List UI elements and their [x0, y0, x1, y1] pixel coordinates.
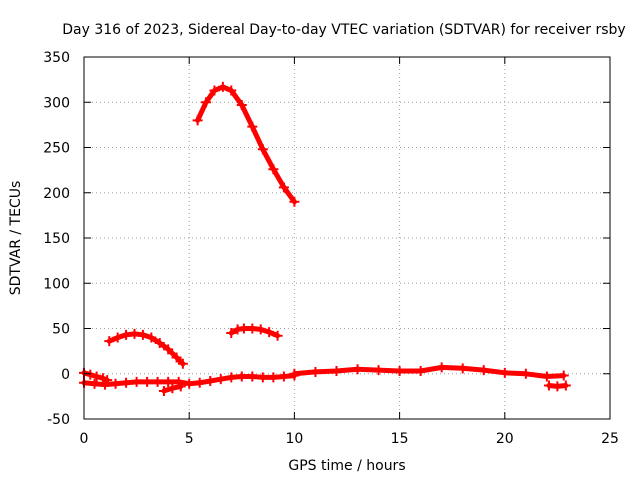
data-point — [236, 371, 247, 382]
data-point — [457, 363, 468, 374]
data-point — [142, 376, 153, 387]
data-point — [278, 182, 289, 193]
data-point — [264, 327, 275, 338]
y-tick-label: 100 — [43, 276, 70, 292]
series-band-high — [289, 362, 569, 382]
data-point — [257, 144, 268, 155]
y-tick-label: 0 — [61, 367, 70, 383]
ticks: 0 5 10 15 20 25 -50 0 50 100 150 200 250 300 350 — [43, 50, 619, 447]
data-point — [415, 366, 426, 377]
data-point — [175, 381, 186, 392]
data-point — [177, 358, 188, 369]
data-point — [289, 368, 300, 379]
data-point — [194, 377, 205, 388]
chart-title: Day 316 of 2023, Sidereal Day-to-day VTE… — [62, 22, 625, 38]
data-point — [541, 371, 552, 382]
data-point — [146, 332, 157, 343]
data-point — [104, 336, 115, 347]
data-point — [558, 370, 569, 381]
data-point — [121, 377, 132, 388]
data-point — [560, 380, 571, 391]
data-point — [331, 366, 342, 377]
data-point — [171, 352, 182, 363]
data-point — [352, 364, 363, 375]
series-layer — [79, 81, 571, 396]
data-point — [478, 365, 489, 376]
data-point — [436, 362, 447, 373]
data-point — [152, 376, 163, 387]
data-point — [394, 366, 405, 377]
series-band-low — [79, 370, 300, 390]
data-point — [131, 376, 142, 387]
data-point — [310, 366, 321, 377]
data-point — [499, 367, 510, 378]
data-point — [289, 196, 300, 207]
data-point — [137, 329, 148, 340]
data-point — [158, 385, 169, 396]
data-point — [268, 164, 279, 175]
data-point — [278, 371, 289, 382]
series-line — [106, 331, 186, 367]
data-point — [272, 330, 283, 341]
x-tick-label: 10 — [285, 431, 303, 447]
series-arc-mid — [226, 323, 283, 341]
data-point — [163, 344, 174, 355]
data-point — [154, 337, 165, 348]
data-point — [255, 324, 266, 335]
data-point — [112, 332, 123, 343]
y-axis-label: SDTVAR / TECUs — [8, 181, 24, 296]
data-point — [121, 329, 132, 340]
data-point — [247, 121, 258, 132]
y-tick-label: 150 — [43, 231, 70, 247]
data-point — [247, 323, 258, 334]
data-point — [209, 85, 220, 96]
y-tick-label: 250 — [43, 141, 70, 157]
x-tick-label: 20 — [496, 431, 514, 447]
series-dip-low — [158, 381, 186, 396]
x-tick-label: 0 — [80, 431, 89, 447]
data-point — [520, 368, 531, 379]
y-tick-label: -50 — [47, 412, 70, 428]
data-point — [238, 323, 249, 334]
data-point — [268, 372, 279, 383]
data-point — [226, 85, 237, 96]
data-point — [552, 381, 563, 392]
data-point — [110, 378, 121, 389]
grid — [84, 57, 610, 419]
data-point — [226, 372, 237, 383]
data-point — [543, 380, 554, 391]
data-point — [247, 371, 258, 382]
y-tick-label: 300 — [43, 95, 70, 111]
data-point — [89, 378, 100, 389]
data-point — [163, 376, 174, 387]
x-tick-label: 15 — [391, 431, 409, 447]
x-tick-label: 25 — [601, 431, 619, 447]
data-point — [85, 369, 96, 380]
data-point — [215, 374, 226, 385]
data-point — [236, 99, 247, 110]
data-point — [226, 328, 237, 339]
y-tick-label: 200 — [43, 186, 70, 202]
data-point — [373, 365, 384, 376]
data-point — [129, 328, 140, 339]
data-point — [205, 375, 216, 386]
data-point — [100, 379, 111, 390]
series-arc-high — [192, 81, 300, 207]
data-point — [201, 97, 212, 108]
data-point — [91, 371, 102, 382]
series-tail — [543, 380, 571, 392]
data-point — [217, 81, 228, 92]
data-point — [257, 372, 268, 383]
x-tick-label: 5 — [185, 431, 194, 447]
y-tick-label: 350 — [43, 50, 70, 66]
series-arc-early — [104, 328, 188, 369]
data-point — [192, 115, 203, 126]
data-point — [167, 383, 178, 394]
data-point — [184, 378, 195, 389]
x-axis-label: GPS time / hours — [288, 458, 405, 474]
y-tick-label: 50 — [52, 322, 70, 338]
